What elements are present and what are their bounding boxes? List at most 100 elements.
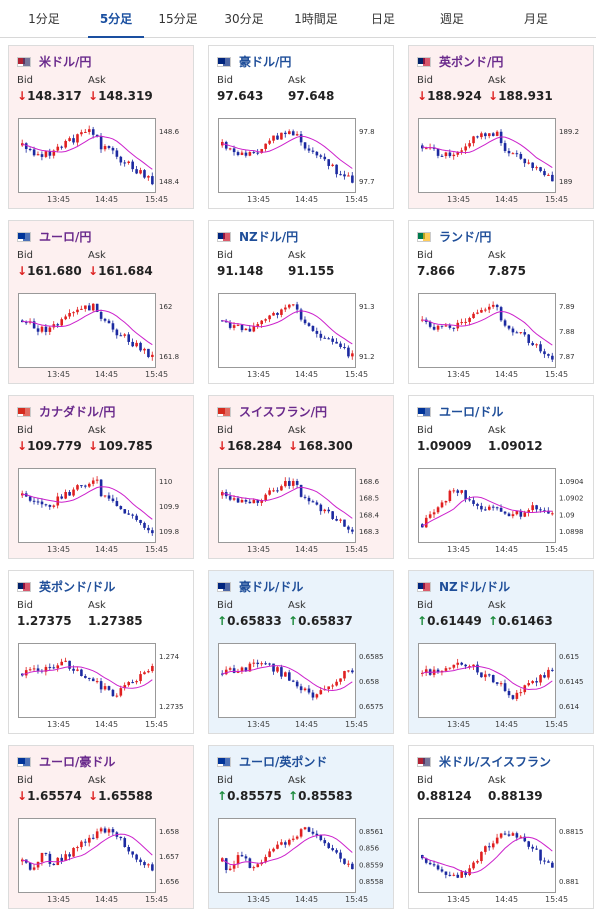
trend-arrow-icon: ↓ xyxy=(417,89,428,103)
rate-card[interactable]: NZドル/円 Bid Ask 91.148 91.155 91.3 91.2 13:45 14:… xyxy=(208,220,394,384)
candle-body xyxy=(331,511,334,519)
ca-flag-icon xyxy=(17,406,31,417)
candle-body xyxy=(135,681,138,683)
tab-4[interactable]: 30分足 xyxy=(224,12,264,26)
bid-value: 91.148 xyxy=(217,264,263,278)
pair-link[interactable]: 英ポンド/ドル xyxy=(17,578,115,595)
rate-card[interactable]: ランド/円 Bid Ask 7.866 7.875 7.89 7.88 7.87 13:45 14… xyxy=(408,220,594,384)
rate-card[interactable]: 豪ドル/ドル Bid Ask ↑0.65833 ↑0.65837 0.6585 0.658 0… xyxy=(208,570,394,734)
tab-5[interactable]: 1時間足 xyxy=(294,12,338,26)
bid-label: Bid xyxy=(417,75,433,86)
y-tick-label: 91.3 xyxy=(359,303,375,311)
trend-arrow-icon: ↓ xyxy=(17,264,28,278)
candle-body xyxy=(343,671,346,679)
pair-link[interactable]: 豪ドル/円 xyxy=(217,53,291,70)
rate-card[interactable]: スイスフラン/円 Bid Ask ↓168.284 ↓168.300 168.6 168.5… xyxy=(208,395,394,559)
candle-body xyxy=(331,164,334,166)
rate-card[interactable]: ユーロ/豪ドル Bid Ask ↓1.65574 ↓1.65588 1.658 1.657 1… xyxy=(8,745,194,909)
time-axis-label: 15:45 xyxy=(145,370,169,379)
y-tick-label: 1.09 xyxy=(559,511,575,519)
trend-arrow-icon: ↓ xyxy=(488,89,499,103)
candle-body xyxy=(264,856,267,863)
ask-price: 1.27385 xyxy=(88,614,143,628)
candle-body xyxy=(539,509,542,511)
pair-link[interactable]: 英ポンド/円 xyxy=(417,53,503,70)
candle-body xyxy=(527,510,531,513)
rate-card[interactable]: ユーロ/ドル Bid Ask 1.09009 1.09012 1.0904 1.0902 1.… xyxy=(408,395,594,559)
candle-body xyxy=(107,495,111,499)
candle-body xyxy=(135,342,138,347)
candle-body xyxy=(240,855,244,857)
bid-label: Bid xyxy=(17,600,33,611)
candle-body xyxy=(539,344,542,352)
rate-card[interactable]: 豪ドル/円 Bid Ask 97.643 97.648 97.8 97.7 13:45 14:4… xyxy=(208,45,394,209)
rate-card[interactable]: 英ポンド/円 Bid Ask ↓188.924 ↓188.931 189.2 189 13:4… xyxy=(408,45,594,209)
candle-body xyxy=(327,686,331,690)
candle-body xyxy=(436,325,440,330)
tab-2[interactable]: 5分足 xyxy=(88,0,144,38)
pair-link[interactable]: NZドル/ドル xyxy=(417,578,510,595)
pair-link[interactable]: カナダドル/円 xyxy=(17,403,115,420)
candle-body xyxy=(244,328,248,331)
y-tick-label: 109.8 xyxy=(159,528,179,536)
candle-body xyxy=(535,848,538,850)
pair-link[interactable]: ランド/円 xyxy=(417,228,491,245)
tab-8[interactable]: 月足 xyxy=(523,12,548,26)
pair-name: NZドル/円 xyxy=(239,230,299,244)
pair-link[interactable]: 米ドル/スイスフラン xyxy=(417,753,551,770)
candle-body xyxy=(511,833,515,836)
tab-1[interactable]: 1分足 xyxy=(28,12,60,26)
candle-body xyxy=(335,850,338,853)
time-axis-label: 14:45 xyxy=(295,720,319,729)
candle-body xyxy=(527,334,531,343)
time-axis-label: 15:45 xyxy=(545,370,569,379)
pair-link[interactable]: ユーロ/ドル xyxy=(417,403,503,420)
candle-body xyxy=(72,847,75,857)
candle-body xyxy=(232,668,236,673)
candle-body xyxy=(515,153,519,155)
pair-link[interactable]: ユーロ/円 xyxy=(17,228,91,245)
candle-body xyxy=(84,485,87,487)
rate-card[interactable]: 米ドル/円 Bid Ask ↓148.317 ↓148.319 148.6 148.4 13:… xyxy=(8,45,194,209)
candle-body xyxy=(119,688,123,696)
candle-body xyxy=(68,313,71,317)
candle-body xyxy=(436,669,440,673)
ask-price: 188.931 xyxy=(498,89,553,103)
rate-card[interactable]: NZドル/ドル Bid Ask ↑0.61449 ↑0.61463 0.615 0.6145… xyxy=(408,570,594,734)
candle-body xyxy=(436,507,440,513)
rate-card[interactable]: ユーロ/円 Bid Ask ↓161.680 ↓161.684 162 161.8 13:45… xyxy=(8,220,194,384)
candle-body xyxy=(523,512,527,517)
pair-link[interactable]: スイスフラン/円 xyxy=(217,403,327,420)
candle-body xyxy=(244,667,248,672)
mini-candle-chart: 0.8815 0.881 xyxy=(418,818,584,893)
pair-link[interactable]: 米ドル/円 xyxy=(17,53,91,70)
time-axis-label: 14:45 xyxy=(95,195,119,204)
candle-body xyxy=(260,500,264,503)
rate-card[interactable]: カナダドル/円 Bid Ask ↓109.779 ↓109.785 110 109.9 109… xyxy=(8,395,194,559)
candle-body xyxy=(252,326,256,332)
candle-body xyxy=(307,688,311,693)
candle-body xyxy=(523,332,527,335)
candle-body xyxy=(448,667,452,669)
eu-flag-icon xyxy=(217,756,231,767)
candle-body xyxy=(347,526,350,530)
candle-body xyxy=(123,509,127,514)
pair-link[interactable]: ユーロ/豪ドル xyxy=(17,753,115,770)
candle-body xyxy=(280,486,283,491)
time-axis-label: 15:45 xyxy=(545,195,569,204)
candle-body xyxy=(303,142,307,149)
candle-body xyxy=(299,309,303,320)
pair-link[interactable]: 豪ドル/ドル xyxy=(217,578,303,595)
tab-7[interactable]: 週足 xyxy=(439,12,464,26)
candle-body xyxy=(456,490,460,493)
candle-body xyxy=(351,175,354,183)
rate-card[interactable]: ユーロ/英ポンド Bid Ask ↑0.85575 ↑0.85583 0.8561 0.85… xyxy=(208,745,394,909)
pair-link[interactable]: ユーロ/英ポンド xyxy=(217,753,327,770)
tab-3[interactable]: 15分足 xyxy=(158,12,198,26)
bid-price: 0.88124 xyxy=(417,789,472,803)
rate-card[interactable]: 米ドル/スイスフラン Bid Ask 0.88124 0.88139 0.8815 0.88… xyxy=(408,745,594,909)
pair-link[interactable]: NZドル/円 xyxy=(217,228,298,245)
tab-6[interactable]: 日足 xyxy=(370,12,395,26)
rate-card[interactable]: 英ポンド/ドル Bid Ask 1.27375 1.27385 1.274 1.2735 13… xyxy=(8,570,194,734)
candle-body xyxy=(551,355,554,360)
